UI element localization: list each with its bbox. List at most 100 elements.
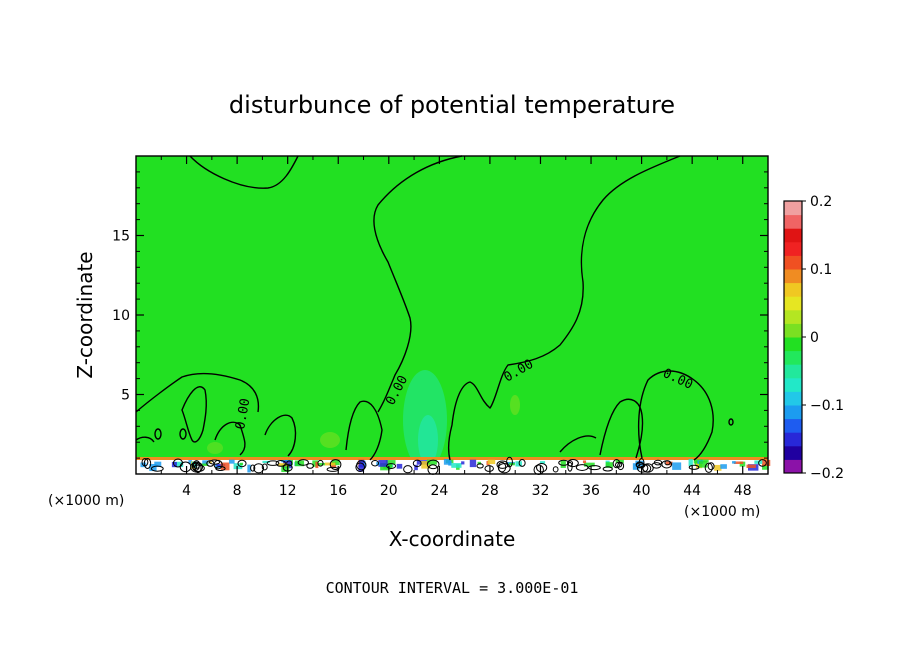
contour-line <box>135 436 155 443</box>
surface-blob <box>315 462 326 466</box>
colorbar-swatch <box>784 445 802 460</box>
x-tick-label: 44 <box>683 483 701 499</box>
surface-blob <box>294 460 305 467</box>
surface-blob <box>665 461 673 466</box>
surface-blob <box>688 459 693 467</box>
surface-contour <box>275 460 286 467</box>
surface-blob <box>451 463 462 468</box>
x-tick-label: 40 <box>633 483 651 499</box>
surface-contour <box>329 459 342 470</box>
surface-contour <box>536 462 548 473</box>
surface-blob <box>233 463 243 470</box>
surface-blob <box>635 460 645 467</box>
surface-blob <box>714 464 722 471</box>
colorbar-swatch <box>784 214 802 229</box>
contour-line <box>189 155 299 189</box>
y-tick-label: 5 <box>121 388 130 404</box>
x-tick-label: 24 <box>430 483 448 499</box>
surface-blob <box>358 464 365 472</box>
colorbar-swatch <box>784 296 802 311</box>
x-unit-left: (×1000 m) <box>48 493 124 509</box>
contour-line <box>154 428 162 440</box>
surface-blob <box>240 462 244 466</box>
y-tick-label: 15 <box>112 229 130 245</box>
surface-contour <box>237 459 247 468</box>
surface-blob <box>539 461 546 464</box>
surface-contour <box>317 459 324 467</box>
y-tick-label: 10 <box>112 308 130 324</box>
surface-contour <box>635 462 646 469</box>
surface-contour <box>602 466 613 472</box>
contour-lines <box>135 155 734 461</box>
surface-blob <box>247 464 251 473</box>
colorbar-swatch <box>784 228 802 243</box>
colorbar-swatch <box>784 377 802 392</box>
surface-blob <box>378 460 388 467</box>
surface-blob <box>149 463 157 472</box>
surface-blob <box>358 459 365 468</box>
surface-contour <box>286 460 293 467</box>
contour-line <box>181 386 207 443</box>
contour-line <box>373 155 463 413</box>
surface-contour <box>758 459 767 467</box>
surface-contour <box>661 460 673 469</box>
surface-blob <box>560 460 566 468</box>
surface-blob <box>461 461 465 465</box>
colorbar-swatch <box>784 432 802 447</box>
surface-contour <box>518 459 526 467</box>
surface-contour <box>172 458 184 468</box>
x-ticks: 4 8 12 16 20 24 28 32 36 40 44 48 <box>160 156 752 499</box>
colorbar-swatch <box>784 255 802 270</box>
surface-contour <box>651 462 662 469</box>
contour-line <box>345 400 383 461</box>
surface-blob <box>171 461 177 468</box>
contour-line <box>637 370 714 461</box>
colorbar-swatch <box>784 323 802 338</box>
colorbar: 0.2 0.1 0 −0.1 −0.2 <box>783 194 844 482</box>
surface-blob <box>584 462 595 467</box>
surface-blob <box>191 461 198 468</box>
colorbar-swatch <box>784 309 802 324</box>
surface-blob <box>281 464 290 473</box>
surface-blob <box>605 462 613 468</box>
x-tick-label: 32 <box>532 483 550 499</box>
contour-line <box>179 428 187 440</box>
surface-blob <box>739 461 746 467</box>
surface-contour <box>208 459 221 465</box>
x-tick-label: 16 <box>329 483 347 499</box>
surface-blob <box>202 460 209 465</box>
surface-blob <box>672 462 682 470</box>
contour-label: 0.00 <box>233 397 253 430</box>
chart-title: disturbunce of potential temperature <box>229 91 675 119</box>
surface-blob <box>315 461 319 469</box>
surface-warm-band <box>136 457 768 460</box>
surface-contour <box>250 464 256 472</box>
colorbar-swatch <box>784 405 802 420</box>
contour-line <box>214 421 246 456</box>
surface-contour <box>496 460 509 469</box>
surface-contour <box>141 457 149 467</box>
surface-blob <box>443 459 451 465</box>
colorbar-tick-label: −0.1 <box>810 398 844 414</box>
surface-blob <box>698 461 708 468</box>
surface-blob <box>582 460 587 464</box>
surface-contour <box>588 465 601 471</box>
light-patch <box>207 442 223 454</box>
surface-contour <box>371 459 379 467</box>
surface-blob <box>220 462 230 471</box>
surface-blob <box>262 460 270 464</box>
surface-contour <box>266 460 280 466</box>
surface-contour <box>688 464 700 470</box>
colorbar-swatch <box>784 269 802 284</box>
surface-contour <box>575 464 589 471</box>
plot-area: 0.00 0.00 0.00 0.00 4 8 12 16 20 24 28 32 36 40 44… <box>112 155 771 499</box>
x-axis-label: X-coordinate <box>389 527 516 551</box>
surface-blob <box>278 463 288 467</box>
surface-blob <box>733 461 744 464</box>
x-unit-right: (×1000 m) <box>684 504 760 520</box>
surface-contour <box>386 463 397 469</box>
surface-blob <box>720 464 727 469</box>
colorbar-tick-label: 0.1 <box>810 262 832 278</box>
colorbar-swatch <box>784 350 802 365</box>
colorbar-swatch <box>784 241 802 256</box>
